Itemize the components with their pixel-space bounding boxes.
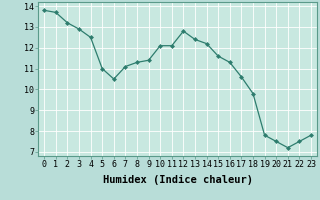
X-axis label: Humidex (Indice chaleur): Humidex (Indice chaleur) [103, 175, 252, 185]
